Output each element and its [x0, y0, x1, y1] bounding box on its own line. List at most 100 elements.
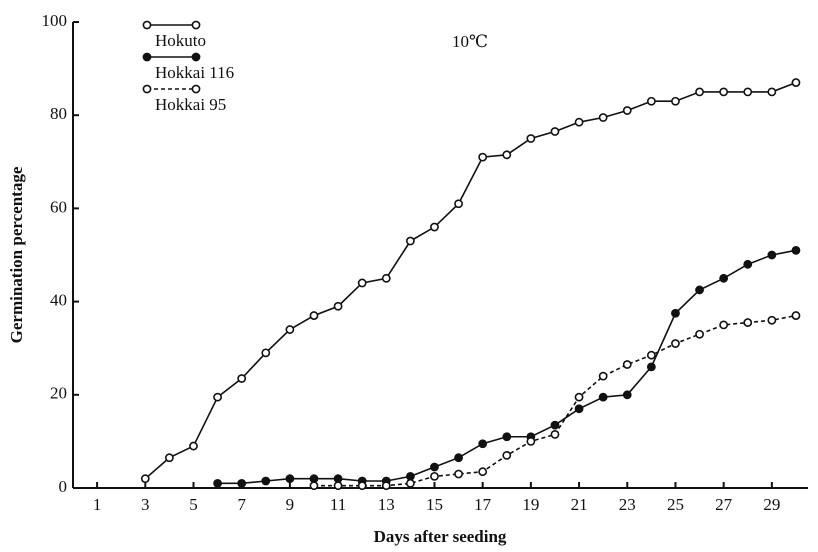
marker [285, 325, 295, 334]
y-tick-label: 100 [42, 11, 68, 30]
marker [357, 278, 367, 288]
marker [550, 127, 560, 136]
marker [309, 311, 319, 320]
y-tick-label: 40 [50, 291, 67, 310]
marker [526, 134, 536, 143]
marker [646, 362, 656, 372]
marker [671, 96, 680, 106]
marker [574, 404, 584, 414]
x-tick-label: 11 [330, 495, 346, 514]
x-tick-label: 7 [237, 495, 246, 514]
marker [502, 432, 512, 442]
x-tick-label: 27 [715, 495, 733, 514]
marker [767, 250, 777, 260]
legend-marker [191, 52, 201, 62]
marker [622, 106, 632, 115]
marker [622, 390, 632, 400]
line [144, 81, 797, 480]
marker [791, 311, 801, 320]
marker [791, 78, 801, 87]
annotation: 10℃ [452, 32, 488, 51]
y-tick-label: 80 [50, 104, 67, 123]
x-axis-label: Days after seeding [374, 527, 507, 546]
y-axis-label: Germination percentage [7, 166, 26, 343]
marker [213, 392, 222, 402]
marker [502, 450, 512, 460]
marker [285, 474, 295, 484]
marker [309, 481, 319, 491]
legend-marker [191, 84, 201, 94]
y-tick-label: 60 [50, 197, 67, 216]
x-tick-label: 13 [378, 495, 395, 514]
marker [454, 469, 463, 479]
marker [743, 259, 753, 269]
marker [237, 374, 247, 383]
marker [598, 392, 608, 402]
line [313, 314, 797, 487]
marker [719, 320, 729, 330]
legend-marker [142, 84, 152, 94]
marker [550, 420, 560, 430]
marker [743, 318, 753, 327]
marker [574, 392, 584, 402]
marker [574, 117, 584, 127]
marker [695, 87, 704, 97]
marker [430, 462, 439, 472]
marker [622, 360, 632, 369]
marker [478, 467, 488, 477]
x-tick-label: 1 [93, 495, 102, 514]
x-tick-label: 3 [141, 495, 150, 514]
x-tick-label: 21 [571, 495, 588, 514]
marker [309, 474, 319, 484]
marker [405, 478, 415, 488]
marker [598, 371, 608, 381]
x-tick-label: 9 [286, 495, 295, 514]
marker [671, 308, 680, 318]
marker [767, 87, 777, 97]
marker [140, 474, 150, 484]
marker [550, 430, 560, 439]
x-tick-label: 19 [522, 495, 539, 514]
marker [381, 481, 391, 491]
marker [791, 245, 801, 255]
marker [381, 273, 391, 283]
marker [430, 471, 439, 481]
marker [598, 113, 608, 122]
marker [333, 301, 343, 311]
marker [719, 273, 729, 283]
marker [646, 350, 656, 360]
marker [430, 222, 439, 232]
marker [164, 453, 174, 463]
legend-label: Hokkai 116 [155, 63, 234, 82]
x-tick-label: 29 [763, 495, 780, 514]
marker [333, 481, 343, 491]
x-tick-label: 23 [619, 495, 636, 514]
marker [213, 478, 222, 488]
legend-marker [142, 52, 152, 62]
legend-marker [191, 20, 201, 30]
marker [526, 436, 536, 446]
marker [502, 150, 512, 160]
marker [333, 474, 343, 484]
x-tick-label: 5 [189, 495, 198, 514]
marker [695, 285, 704, 295]
marker [261, 348, 271, 358]
marker [189, 441, 198, 451]
marker [695, 329, 704, 339]
marker [719, 87, 729, 97]
legend-label: Hokuto [155, 31, 206, 50]
marker [405, 236, 415, 246]
marker [454, 453, 463, 463]
x-tick-label: 15 [426, 495, 443, 514]
line [217, 249, 797, 485]
marker [671, 339, 680, 348]
marker [478, 152, 488, 162]
y-tick-label: 0 [59, 477, 68, 496]
marker [357, 481, 367, 491]
marker [454, 199, 463, 209]
x-tick-label: 17 [474, 495, 492, 514]
y-tick-label: 20 [50, 384, 67, 403]
marker [767, 315, 777, 325]
legend-marker [142, 20, 152, 30]
